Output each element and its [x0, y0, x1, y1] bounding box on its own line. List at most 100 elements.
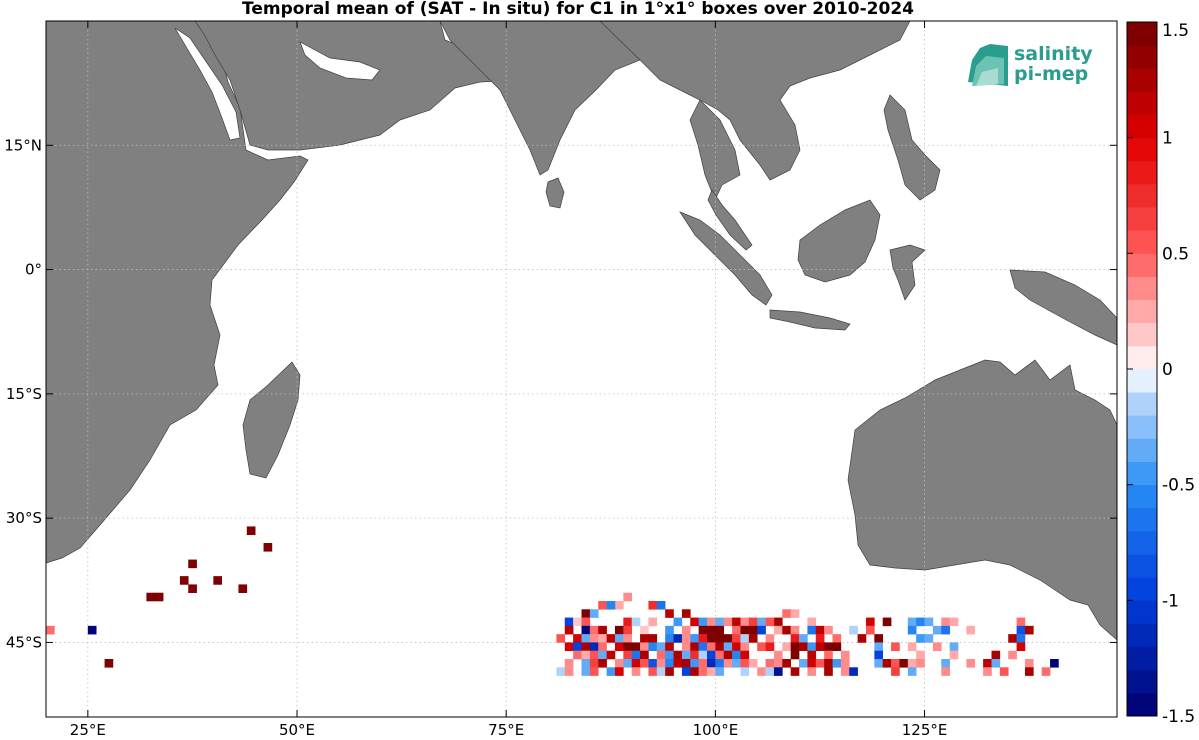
- heatmap-cell: [748, 634, 758, 643]
- heatmap-cell: [941, 667, 950, 676]
- heatmap-cell: [656, 650, 666, 660]
- map-panel: 25°E 50°E 75°E 100°E 125°E 15°N 0° 15°S 30°S 45°…: [4, 20, 1118, 739]
- heatmap-cell: [840, 667, 850, 676]
- land-malay-peninsula: [707, 189, 753, 251]
- heatmap-cell: [907, 659, 917, 668]
- heatmap-cell: [916, 650, 925, 660]
- heatmap-cell: [723, 642, 733, 652]
- land-sulawesi: [889, 244, 926, 301]
- heatmap-cell: [623, 642, 633, 652]
- colorbar-swatch: [1127, 530, 1157, 555]
- heatmap-cell: [623, 650, 633, 660]
- colorbar-swatch: [1127, 68, 1157, 92]
- heatmap-cell: [832, 642, 842, 652]
- heatmap-cell: [723, 650, 733, 660]
- heatmap-cell: [757, 625, 766, 635]
- land-madagascar: [242, 361, 301, 479]
- map-frame: [45, 20, 1118, 718]
- heatmap-cell: [698, 659, 708, 668]
- land-philippines: [883, 94, 941, 201]
- heatmap-cell: [891, 642, 900, 652]
- heatmap-cell: [656, 659, 666, 668]
- heatmap-cell: [1050, 659, 1059, 668]
- heatmap-cell: [949, 617, 959, 627]
- heatmap-cell: [799, 642, 808, 652]
- heatmap-cell: [732, 634, 741, 643]
- heatmap-cells: [46, 526, 1059, 676]
- heatmap-cell: [623, 592, 633, 602]
- logo-line1: salinity: [1014, 43, 1093, 65]
- colorbar-tick-label: 1: [1162, 129, 1173, 149]
- heatmap-cell: [840, 659, 850, 668]
- lon-tick-label: 25°E: [70, 721, 106, 739]
- heatmap-cell: [924, 617, 934, 627]
- heatmap-cell: [581, 650, 591, 660]
- heatmap-cell: [598, 601, 607, 610]
- heatmap-cell: [640, 650, 649, 660]
- heatmap-cell: [46, 625, 55, 635]
- heatmap-cell: [631, 642, 641, 652]
- colorbar-tick-label: -1: [1162, 591, 1179, 611]
- heatmap-cell: [598, 642, 607, 652]
- colorbar-swatches: [1127, 22, 1157, 717]
- colorbar-tick-label: 0: [1162, 360, 1173, 380]
- colorbar-swatch: [1127, 253, 1157, 277]
- heatmap-cell: [832, 659, 842, 668]
- heatmap-cell: [865, 617, 875, 627]
- colorbar-swatch: [1127, 507, 1157, 532]
- heatmap-cell: [757, 667, 766, 676]
- heatmap-cell: [707, 667, 716, 676]
- heatmap-cell: [681, 625, 691, 635]
- heatmap-cell: [665, 650, 674, 660]
- colorbar-swatch: [1127, 669, 1157, 694]
- heatmap-cell: [1024, 667, 1034, 676]
- heatmap-cell: [807, 642, 817, 652]
- heatmap-cell: [966, 659, 976, 668]
- heatmap-cell: [924, 634, 934, 643]
- heatmap-cell: [723, 617, 733, 627]
- heatmap-cell: [598, 625, 607, 635]
- colorbar-swatch: [1127, 299, 1157, 324]
- heatmap-cell: [648, 642, 658, 652]
- heatmap-cell: [857, 634, 867, 643]
- lat-tick-label: 45°S: [6, 633, 42, 651]
- heatmap-cell: [614, 667, 624, 676]
- heatmap-cell: [589, 659, 599, 668]
- heatmap-cell: [631, 617, 641, 627]
- heatmap-cell: [640, 625, 649, 635]
- heatmap-cell: [665, 609, 674, 618]
- heatmap-cell: [573, 642, 582, 652]
- colorbar-swatch: [1127, 137, 1157, 162]
- colorbar-swatch: [1127, 600, 1157, 624]
- heatmap-cell: [673, 650, 683, 660]
- heatmap-cell: [556, 634, 566, 643]
- colorbar-swatch: [1127, 276, 1157, 300]
- heatmap-cell: [665, 667, 674, 676]
- heatmap-cell: [723, 659, 733, 668]
- heatmap-cell: [564, 667, 574, 676]
- heatmap-cell: [732, 650, 741, 660]
- heatmap-cell: [790, 667, 800, 676]
- heatmap-cell: [648, 601, 658, 610]
- land-masses: [45, 20, 1118, 641]
- heatmap-cell: [799, 634, 808, 643]
- lat-tick-label: 15°N: [4, 136, 42, 154]
- heatmap-cell: [865, 625, 875, 635]
- heatmap-cell: [983, 667, 992, 676]
- colorbar-swatch: [1127, 692, 1157, 717]
- heatmap-cell: [631, 659, 641, 668]
- heatmap-cell: [246, 526, 256, 536]
- colorbar-ticks: 1.5 1 0.5 0 -0.5 -1 -1.5: [1127, 21, 1195, 727]
- heatmap-cell: [681, 667, 691, 676]
- heatmap-cell: [648, 667, 658, 676]
- heatmap-cell: [1016, 642, 1026, 652]
- heatmap-cell: [773, 617, 783, 627]
- heatmap-cell: [564, 625, 574, 635]
- heatmap-cell: [782, 642, 791, 652]
- heatmap-cell: [581, 642, 591, 652]
- heatmap-cell: [740, 667, 750, 676]
- heatmap-cell: [573, 617, 582, 627]
- colorbar-swatch: [1127, 554, 1157, 578]
- heatmap-cell: [656, 642, 666, 652]
- heatmap-cell: [179, 576, 189, 585]
